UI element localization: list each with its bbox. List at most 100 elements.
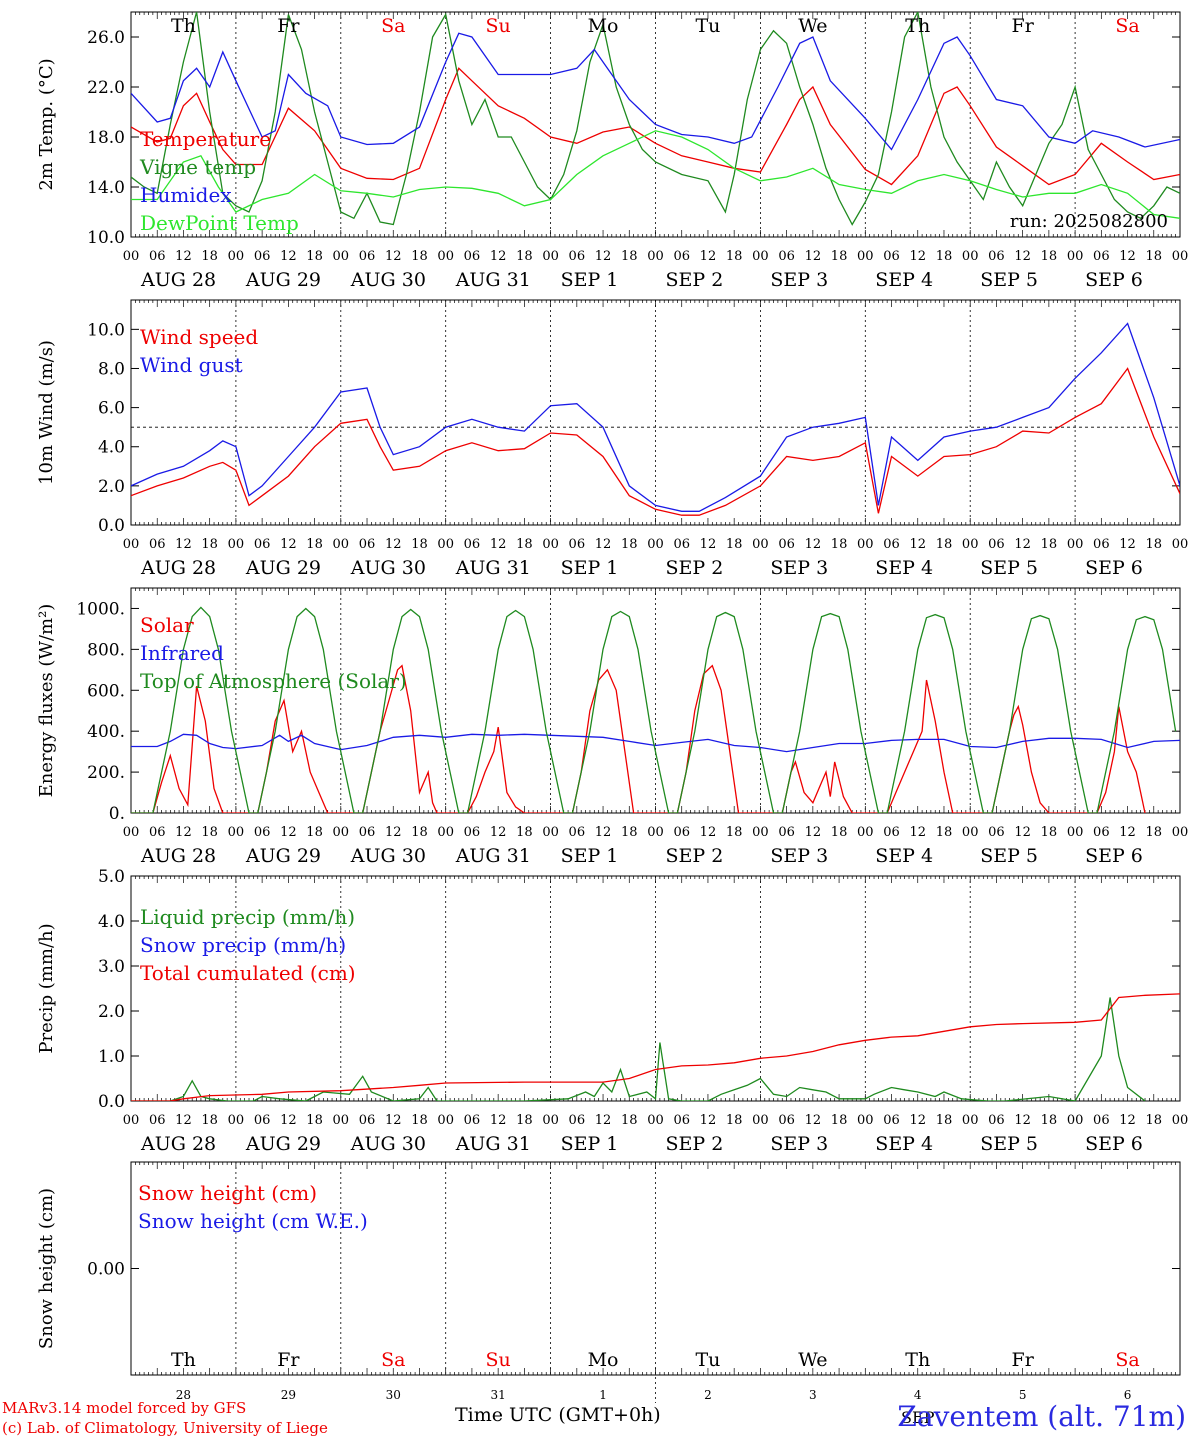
series-line (131, 322, 1180, 512)
hour-tick-label: 00 (123, 1113, 140, 1128)
hour-tick-label: 06 (569, 537, 586, 552)
hour-tick-label: 06 (359, 1113, 376, 1128)
date-label: SEP 6 (1085, 1133, 1143, 1155)
hour-tick-label: 12 (280, 1113, 297, 1128)
hour-tick-label: 12 (700, 1113, 717, 1128)
hour-tick-label: 00 (228, 825, 245, 840)
hour-tick-label: 12 (700, 537, 717, 552)
hour-tick-label: 18 (831, 825, 848, 840)
hour-tick-label: 12 (385, 537, 402, 552)
hour-tick-label: 12 (175, 537, 192, 552)
hour-tick-label: 18 (306, 1113, 323, 1128)
legend-entry: Snow precip (mm/h) (140, 933, 346, 957)
series-line (131, 997, 1146, 1101)
panel-5: 0.00 Snow height (cm) Snow height (cm) Snow… (36, 1161, 1181, 1427)
hour-tick-label: 00 (333, 825, 350, 840)
day-number-label: 6 (1124, 1388, 1132, 1402)
date-label: AUG 29 (245, 1133, 321, 1155)
hour-tick-label: 12 (280, 249, 297, 264)
hour-tick-label: 06 (1093, 1113, 1110, 1128)
hour-tick-label: 12 (909, 1113, 926, 1128)
hour-tick-label: 18 (201, 825, 218, 840)
hour-tick-label: 00 (437, 825, 454, 840)
weekday-label: Su (486, 15, 511, 37)
hour-tick-label: 18 (411, 537, 428, 552)
hour-tick-label: 00 (752, 537, 769, 552)
hour-tick-label: 06 (254, 249, 271, 264)
hour-tick-label: 06 (464, 825, 481, 840)
date-label: AUG 30 (350, 557, 426, 579)
y-axis-label: Energy fluxes (W/m²) (36, 604, 57, 798)
date-label: SEP 4 (875, 269, 933, 291)
weekday-label: Sa (1115, 1349, 1139, 1371)
hour-tick-label: 12 (805, 249, 822, 264)
panel-4: 0.0 1.0 2.0 3.0 4.0 5.0 Precip (mm/h) Liquid pr… (36, 867, 1188, 1155)
series-group (131, 993, 1180, 1101)
hour-tick-label: 18 (726, 249, 743, 264)
hour-tick-label: 00 (228, 249, 245, 264)
weekday-label: Tu (695, 1349, 720, 1371)
hour-tick-label: 18 (411, 825, 428, 840)
series-line (131, 12, 1180, 226)
hour-tick-label: 06 (988, 825, 1005, 840)
date-label: AUG 29 (245, 845, 321, 867)
hour-tick-label: 18 (726, 1113, 743, 1128)
date-label: SEP 3 (770, 557, 828, 579)
series-line (131, 664, 1146, 813)
hour-tick-label: 12 (385, 1113, 402, 1128)
hour-tick-label: 06 (254, 825, 271, 840)
hour-tick-label: 06 (1093, 537, 1110, 552)
date-label: SEP 1 (561, 557, 619, 579)
day-number-label: 4 (914, 1388, 922, 1402)
y-axis-label: 10m Wind (m/s) (36, 340, 57, 485)
hour-tick-label: 18 (1041, 825, 1058, 840)
hour-tick-label: 12 (1014, 249, 1031, 264)
hour-tick-label: 00 (333, 537, 350, 552)
date-label: AUG 29 (245, 557, 321, 579)
time-axis-label: Time UTC (GMT+0h) (455, 1404, 661, 1426)
hour-tick-label: 18 (621, 249, 638, 264)
date-label: SEP 4 (875, 557, 933, 579)
hour-tick-label: 06 (1093, 825, 1110, 840)
hour-tick-label: 18 (516, 825, 533, 840)
hour-tick-label: 12 (595, 249, 612, 264)
hour-tick-label: 06 (673, 249, 690, 264)
date-label: AUG 30 (350, 269, 426, 291)
hour-tick-label: 18 (726, 825, 743, 840)
hour-tick-label: 06 (988, 537, 1005, 552)
legend-entry: Wind speed (140, 325, 258, 349)
hour-tick-label: 06 (673, 537, 690, 552)
hour-tick-label: 00 (437, 1113, 454, 1128)
hour-tick-label: 00 (962, 825, 979, 840)
hour-tick-label: 06 (1093, 249, 1110, 264)
hour-tick-label: 00 (962, 249, 979, 264)
hour-tick-label: 12 (490, 825, 507, 840)
y-tick-label: 0.00 (87, 1260, 125, 1280)
weekday-label: Th (171, 15, 196, 37)
legend-entry: Liquid precip (mm/h) (140, 905, 355, 929)
day-number-label: 28 (176, 1388, 191, 1402)
weekday-label: Su (486, 1349, 511, 1371)
weekday-label: Mo (588, 1349, 619, 1371)
weekday-label: Th (171, 1349, 196, 1371)
hour-tick-label: 18 (1041, 249, 1058, 264)
y-tick-label: 0.0 (98, 1092, 125, 1112)
y-axis-label: Snow height (cm) (36, 1188, 57, 1349)
date-label: SEP 2 (666, 557, 724, 579)
hour-tick-label: 00 (123, 825, 140, 840)
panel-2: 0.0 2.0 4.0 6.0 8.0 10.0 10m Wind (m/s) Wind sp… (36, 299, 1189, 579)
hour-tick-label: 12 (595, 537, 612, 552)
hour-tick-label: 12 (280, 537, 297, 552)
hour-tick-label: 06 (569, 1113, 586, 1128)
hour-tick-label: 06 (988, 249, 1005, 264)
hour-tick-label: 06 (883, 825, 900, 840)
hour-tick-label: 06 (254, 1113, 271, 1128)
hour-tick-label: 12 (595, 1113, 612, 1128)
y-tick-label: 1.0 (98, 1047, 125, 1067)
hour-tick-label: 00 (1172, 825, 1189, 840)
date-label: SEP 4 (875, 845, 933, 867)
hour-tick-label: 00 (1172, 537, 1189, 552)
hour-tick-label: 12 (1014, 1113, 1031, 1128)
hour-tick-label: 12 (490, 249, 507, 264)
hour-tick-label: 06 (464, 537, 481, 552)
